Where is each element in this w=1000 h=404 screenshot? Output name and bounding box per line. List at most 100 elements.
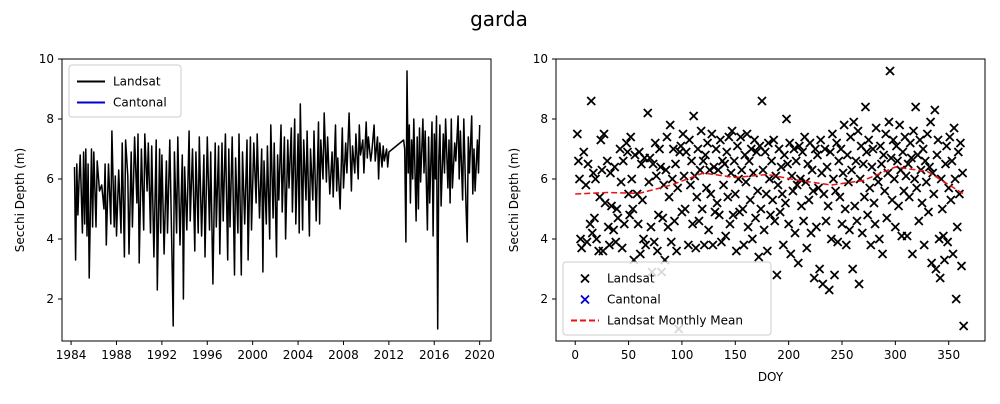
scatter-point: [597, 165, 607, 175]
scatter-point: [943, 237, 953, 247]
scatter-point: [903, 159, 913, 169]
scatter-point: [902, 231, 912, 241]
scatter-point: [829, 270, 840, 280]
x-tick-label: 100: [670, 348, 693, 362]
scatter-point: [908, 126, 919, 136]
scatter-point: [762, 246, 772, 256]
plots-layer: 1984 1988 1992 1996 2000 2004 2008 2012 2016 2020…: [13, 52, 986, 384]
scatter-point: [792, 180, 802, 190]
scatter-point: [596, 135, 606, 145]
scatter-point: [707, 129, 717, 139]
scatter-point: [650, 138, 660, 148]
legend-label: Cantonal: [113, 96, 167, 110]
scatter-point: [610, 162, 620, 172]
scatter-point: [947, 156, 957, 166]
scatter-point: [572, 129, 582, 139]
scatter-point: [933, 135, 943, 145]
scatter-point: [673, 183, 683, 193]
x-tick-label: 150: [724, 348, 747, 362]
x-tick-label: 0: [571, 348, 579, 362]
scatter-point: [751, 147, 762, 157]
scatter-point: [579, 147, 589, 157]
scatter-point: [664, 192, 674, 202]
scatter-point: [582, 237, 592, 247]
plot-area-0: [73, 70, 481, 330]
y-tick-label: 6: [46, 172, 54, 186]
scatter-point: [906, 153, 917, 163]
scatter-point: [697, 204, 707, 214]
scatter-point: [635, 249, 645, 259]
scatter-point: [795, 174, 806, 184]
scatter-point: [741, 177, 751, 187]
scatter-point: [684, 135, 695, 145]
scatter-point: [901, 171, 911, 181]
scatter-point: [575, 234, 586, 244]
scatter-point: [909, 174, 920, 184]
scatter-point: [921, 177, 931, 187]
scatter-point: [914, 216, 924, 226]
scatter-point: [912, 183, 922, 193]
scatter-point: [940, 159, 951, 169]
y-tick-label: 8: [46, 112, 54, 126]
x-tick-label: 350: [937, 348, 960, 362]
scatter-point: [935, 273, 945, 283]
scatter-point: [765, 210, 776, 220]
scatter-point: [760, 147, 770, 157]
scatter-point: [784, 219, 794, 229]
scatter-point: [669, 216, 680, 226]
scatter-point: [605, 168, 616, 178]
scatter-point: [828, 174, 839, 184]
scatter-point: [880, 186, 890, 196]
scatter-point: [776, 162, 786, 172]
y-tick-label: 4: [540, 232, 548, 246]
scatter-point: [820, 144, 830, 154]
scatter-point: [915, 135, 925, 145]
scatter-point: [772, 270, 782, 280]
scatter-point: [652, 246, 663, 256]
scatter-point: [866, 240, 876, 250]
scatter-point: [701, 183, 712, 193]
scatter-point: [890, 222, 900, 232]
scatter-point: [654, 144, 665, 154]
scatter-point: [875, 141, 886, 151]
scatter-point: [893, 201, 904, 211]
scatter-point: [929, 189, 939, 199]
scatter-point: [849, 117, 859, 127]
scatter-point: [758, 165, 768, 175]
scatter-point: [889, 174, 899, 184]
scatter-point: [885, 66, 895, 76]
scatter-point: [599, 129, 609, 139]
scatter-point: [850, 201, 860, 211]
scatter-point: [616, 177, 626, 187]
x-tick-label: 1984: [56, 348, 87, 362]
scatter-point: [619, 219, 629, 229]
scatter-point: [823, 201, 833, 211]
x-tick-label: 2008: [328, 348, 359, 362]
scatter-point: [927, 258, 937, 268]
scatter-point: [731, 246, 741, 256]
scatter-point: [621, 138, 632, 148]
scatter-point: [871, 123, 881, 133]
x-tick-label: 1992: [147, 348, 178, 362]
scatter-point: [835, 192, 845, 202]
scatter-point: [581, 180, 591, 190]
scatter-point: [845, 132, 856, 142]
scatter-point: [658, 213, 668, 223]
scatter-point: [907, 249, 918, 259]
scatter-point: [767, 195, 778, 205]
scatter-point: [812, 150, 823, 160]
scatter-point: [876, 159, 887, 169]
y-tick-label: 10: [533, 52, 548, 66]
scatter-point: [623, 189, 634, 199]
scatter-point: [904, 192, 914, 202]
y-axis-label: Secchi Depth (m): [13, 148, 27, 252]
scatter-point: [733, 174, 744, 184]
scatter-point: [853, 126, 863, 136]
scatter-point: [671, 246, 682, 256]
scatter-point: [773, 180, 783, 190]
scatter-point: [782, 159, 793, 169]
y-tick-label: 4: [46, 232, 54, 246]
scatter-point: [730, 189, 740, 199]
scatter-point: [649, 237, 659, 247]
